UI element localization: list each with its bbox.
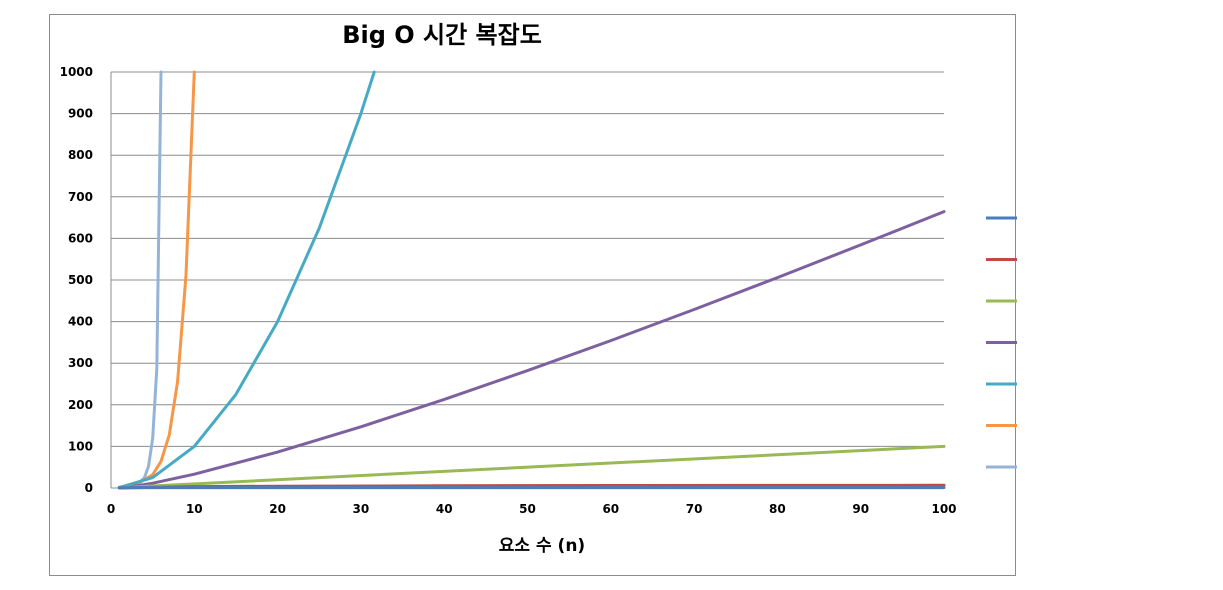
chart-svg: Big O 시간 복잡도 010020030040050060070080090… [60,21,1017,556]
y-tick-label: 400 [68,315,93,329]
x-tick-label: 90 [852,502,869,516]
x-axis-title: 요소 수 (n) [499,536,585,556]
x-tick-label: 70 [686,502,703,516]
y-tick-label: 900 [68,107,93,121]
y-tick-label: 1000 [60,65,93,79]
y-tick-label: 700 [68,190,93,204]
x-tick-label: 0 [107,502,115,516]
series-line-O(nlogn) [117,210,946,490]
x-tick-label: 50 [519,502,536,516]
y-tick-label: 0 [85,481,93,495]
chart-area: Big O 시간 복잡도 0 100 200 300 400 500 600 700 800 90… [49,14,1017,576]
x-tick-label: 80 [769,502,786,516]
x-tick-label: 30 [353,502,370,516]
legend: O(1)O(logn)O(n)O(nlogn)O(n^2)O(2^n)O(n!) [986,216,1017,469]
x-tick-label: 100 [931,502,956,516]
y-tick-label: 200 [68,398,93,412]
series-line-O(n) [117,444,946,490]
x-tick-label: 60 [602,502,619,516]
x-tick-label: 40 [436,502,453,516]
gridlines [111,71,944,447]
x-tick-label: 20 [269,502,286,516]
x-tick-label: 10 [186,502,203,516]
y-tick-label: 100 [68,439,93,453]
y-tick-label: 800 [68,148,93,162]
axes: 0 100 200 300 400 500 600 700 800 900 1000 0 10 20 30 4… [60,65,957,516]
series-line-O(n^2) [117,70,376,490]
chart-title: Big O 시간 복잡도 [342,21,542,49]
series-lines [117,70,946,490]
y-tick-label: 300 [68,356,93,370]
y-tick-label: 600 [68,231,93,245]
y-tick-label: 500 [68,273,93,287]
